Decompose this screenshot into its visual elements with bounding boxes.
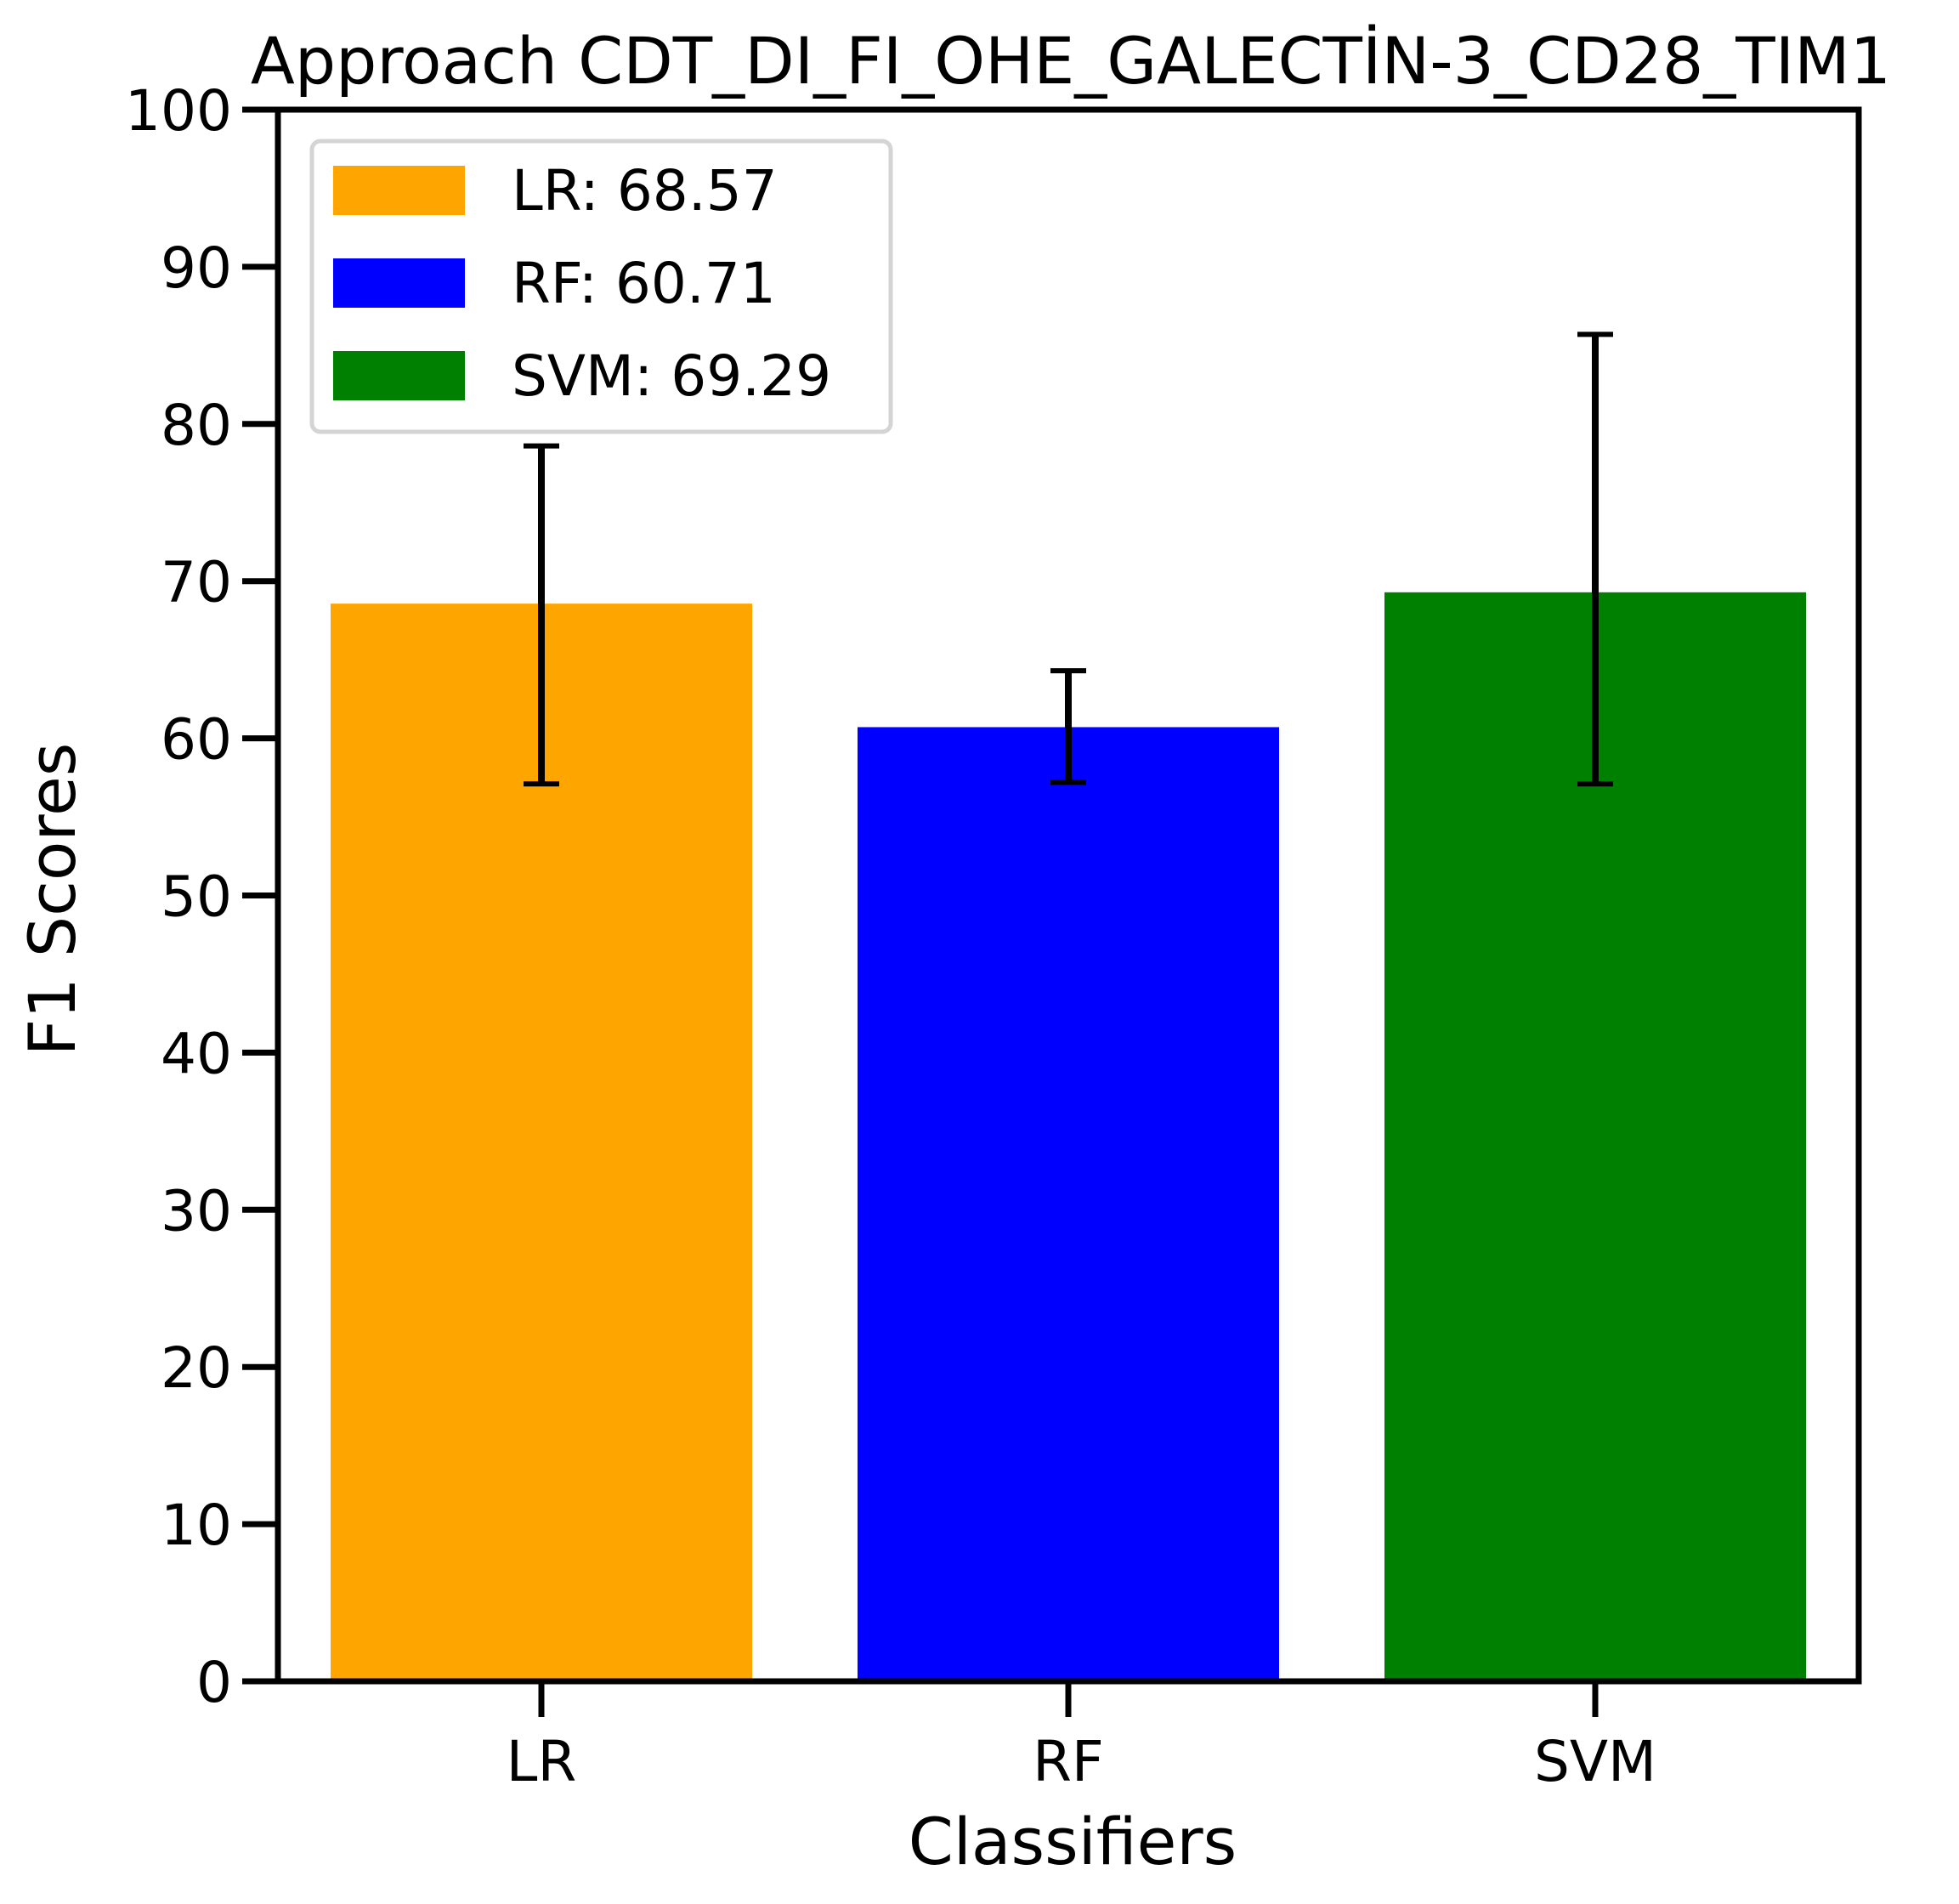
legend-swatch: [333, 166, 465, 215]
x-axis-label: Classifiers: [909, 1804, 1237, 1879]
legend-item-svm: SVM: 69.29: [333, 343, 831, 409]
chart-title: Approach CDT_DI_FI_OHE_GALECTİN-3_CD28_T…: [251, 23, 1891, 99]
legend: LR: 68.57 RF: 60.71 SVM: 69.29: [309, 139, 893, 434]
error-bar-lr: [524, 443, 559, 787]
y-tick-label: 0: [196, 1650, 232, 1715]
y-axis-label: F1 Scores: [14, 743, 90, 1057]
y-tick-label: 60: [161, 707, 232, 773]
y-tick-label: 50: [161, 864, 232, 930]
y-tick-label: 100: [125, 78, 232, 144]
y-tick-label: 90: [161, 235, 232, 301]
error-bar-rf: [1050, 668, 1086, 785]
axes-layer: 0 10 20 30 40 50 60 70 80 90 100 LR RF SVM: [125, 78, 1862, 1794]
error-bar-svm: [1577, 332, 1613, 787]
legend-item-lr: LR: 68.57: [333, 158, 778, 224]
legend-swatch: [333, 258, 465, 308]
error-bars-layer: [524, 332, 1613, 787]
y-tick-label: 70: [161, 550, 232, 615]
x-tick-label: RF: [1033, 1729, 1104, 1794]
legend-label: LR: 68.57: [512, 158, 778, 224]
y-tick-label: 30: [161, 1178, 232, 1244]
bar-rf: [858, 727, 1279, 1681]
legend-swatch: [333, 351, 465, 400]
legend-label: SVM: 69.29: [512, 343, 831, 409]
y-tick-label: 10: [161, 1493, 232, 1558]
x-tick-label: LR: [507, 1729, 577, 1794]
x-tick-label: SVM: [1534, 1729, 1656, 1794]
y-tick-label: 20: [161, 1335, 232, 1401]
y-tick-label: 40: [161, 1021, 232, 1086]
legend-label: RF: 60.71: [512, 251, 776, 316]
legend-item-rf: RF: 60.71: [333, 251, 776, 316]
y-tick-label: 80: [161, 393, 232, 458]
